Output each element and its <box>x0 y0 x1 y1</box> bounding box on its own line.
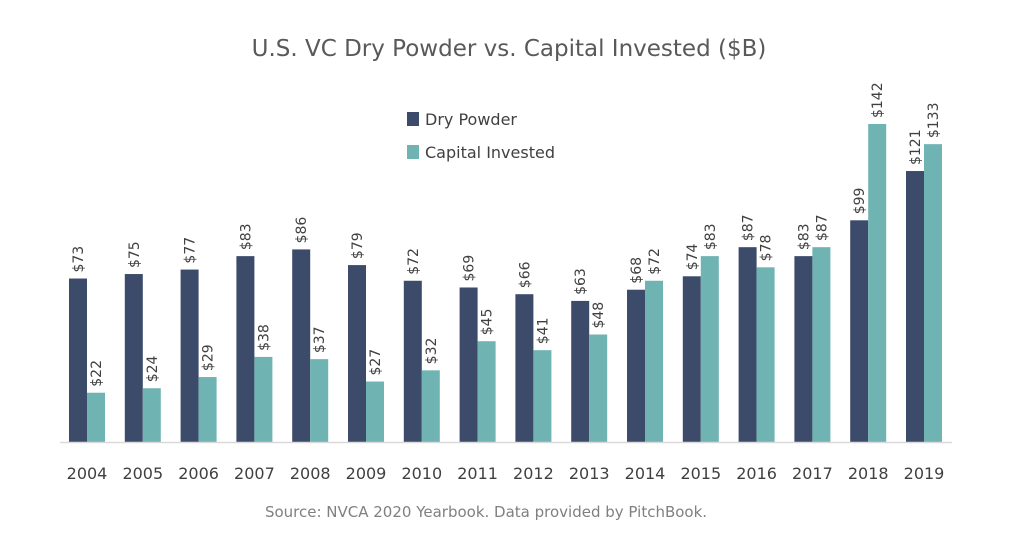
bars <box>69 124 942 443</box>
data-label-capital-invested-2012: $41 <box>535 317 551 344</box>
x-tick-label-2005: 2005 <box>122 464 163 483</box>
data-label-capital-invested-2018: $142 <box>870 82 886 118</box>
data-label-dry-powder-2018: $99 <box>852 188 868 215</box>
bar-dry-powder-2007 <box>236 256 255 442</box>
legend-swatch-dry-powder <box>407 112 419 126</box>
bar-capital-invested-2004 <box>87 392 105 442</box>
data-label-dry-powder-2010: $72 <box>406 248 422 275</box>
chart-title: U.S. VC Dry Powder vs. Capital Invested … <box>252 36 767 62</box>
data-label-dry-powder-2017: $83 <box>796 223 812 250</box>
x-tick-label-2009: 2009 <box>346 464 387 483</box>
data-label-capital-invested-2007: $38 <box>256 324 272 351</box>
bar-dry-powder-2015 <box>682 276 701 442</box>
x-tick-label-2011: 2011 <box>457 464 498 483</box>
bar-capital-invested-2012 <box>533 350 552 442</box>
data-label-dry-powder-2006: $77 <box>183 237 199 264</box>
data-label-capital-invested-2009: $27 <box>368 349 384 376</box>
bar-dry-powder-2004 <box>69 278 87 442</box>
data-label-capital-invested-2010: $32 <box>424 338 440 365</box>
data-label-capital-invested-2014: $72 <box>647 248 663 275</box>
x-tick-label-2007: 2007 <box>234 464 275 483</box>
bar-capital-invested-2011 <box>477 341 496 442</box>
bar-dry-powder-2018 <box>850 220 869 442</box>
x-tick-label-2017: 2017 <box>792 464 833 483</box>
bar-capital-invested-2013 <box>589 334 608 442</box>
x-tick-label-2004: 2004 <box>67 464 108 483</box>
bar-dry-powder-2016 <box>738 247 757 442</box>
bar-capital-invested-2014 <box>645 280 663 442</box>
data-label-dry-powder-2008: $86 <box>294 217 310 244</box>
data-label-dry-powder-2009: $79 <box>350 232 366 259</box>
bar-capital-invested-2008 <box>310 359 329 442</box>
x-tick-label-2019: 2019 <box>904 464 945 483</box>
data-label-dry-powder-2015: $74 <box>685 243 701 270</box>
data-label-dry-powder-2007: $83 <box>238 223 254 250</box>
x-tick-label-2014: 2014 <box>625 464 666 483</box>
data-label-dry-powder-2005: $75 <box>127 241 143 268</box>
data-label-dry-powder-2004: $73 <box>71 246 87 273</box>
bar-capital-invested-2016 <box>756 267 775 442</box>
bar-dry-powder-2014 <box>627 289 645 442</box>
legend-label-dry-powder: Dry Powder <box>425 110 517 129</box>
data-label-capital-invested-2011: $45 <box>480 308 496 335</box>
x-tick-label-2008: 2008 <box>290 464 331 483</box>
bar-capital-invested-2017 <box>812 247 831 442</box>
data-label-capital-invested-2006: $29 <box>201 344 217 371</box>
data-label-dry-powder-2012: $66 <box>517 261 533 288</box>
bar-capital-invested-2009 <box>366 381 384 442</box>
legend: Dry Powder Capital Invested <box>407 110 555 162</box>
bar-dry-powder-2017 <box>794 256 813 442</box>
data-label-capital-invested-2008: $37 <box>312 326 328 353</box>
bar-dry-powder-2013 <box>571 300 590 442</box>
data-label-capital-invested-2005: $24 <box>145 355 161 382</box>
legend-label-capital-invested: Capital Invested <box>425 143 555 162</box>
data-label-dry-powder-2016: $87 <box>741 214 757 241</box>
data-label-dry-powder-2011: $69 <box>462 255 478 282</box>
data-labels: $73$22$75$24$77$29$83$38$86$37$79$27$72$… <box>71 82 942 386</box>
bar-dry-powder-2009 <box>348 265 366 442</box>
data-label-capital-invested-2015: $83 <box>703 223 719 250</box>
bar-dry-powder-2010 <box>403 280 422 442</box>
x-tick-label-2012: 2012 <box>513 464 554 483</box>
x-tick-label-2018: 2018 <box>848 464 889 483</box>
data-label-capital-invested-2019: $133 <box>926 103 942 139</box>
bar-dry-powder-2006 <box>180 269 199 442</box>
source-note: Source: NVCA 2020 Yearbook. Data provide… <box>265 503 707 521</box>
legend-swatch-capital-invested <box>407 145 419 159</box>
bar-capital-invested-2015 <box>700 256 719 442</box>
x-tick-label-2016: 2016 <box>736 464 777 483</box>
data-label-capital-invested-2016: $78 <box>759 235 775 262</box>
data-label-dry-powder-2014: $68 <box>629 257 645 284</box>
x-axis-ticks: 2004 2005 2006 2007 2008 2009 2010 2011 2012 2013… <box>67 464 945 483</box>
bar-capital-invested-2006 <box>198 377 217 442</box>
data-label-capital-invested-2004: $22 <box>89 360 105 387</box>
x-tick-label-2015: 2015 <box>680 464 721 483</box>
data-label-dry-powder-2019: $121 <box>908 129 924 165</box>
bar-dry-powder-2005 <box>124 274 143 442</box>
bar-dry-powder-2008 <box>292 249 311 442</box>
bar-dry-powder-2012 <box>515 294 534 442</box>
bar-capital-invested-2018 <box>868 124 887 442</box>
bar-dry-powder-2019 <box>906 171 924 442</box>
x-tick-label-2013: 2013 <box>569 464 610 483</box>
bar-capital-invested-2007 <box>254 356 273 442</box>
data-label-capital-invested-2013: $48 <box>591 302 607 329</box>
x-tick-label-2006: 2006 <box>178 464 219 483</box>
bar-dry-powder-2011 <box>459 287 478 442</box>
bar-capital-invested-2010 <box>421 370 440 442</box>
bar-capital-invested-2019 <box>924 144 942 443</box>
data-label-dry-powder-2013: $63 <box>573 268 589 295</box>
bar-capital-invested-2005 <box>142 388 161 442</box>
x-tick-label-2010: 2010 <box>401 464 442 483</box>
data-label-capital-invested-2017: $87 <box>814 214 830 241</box>
